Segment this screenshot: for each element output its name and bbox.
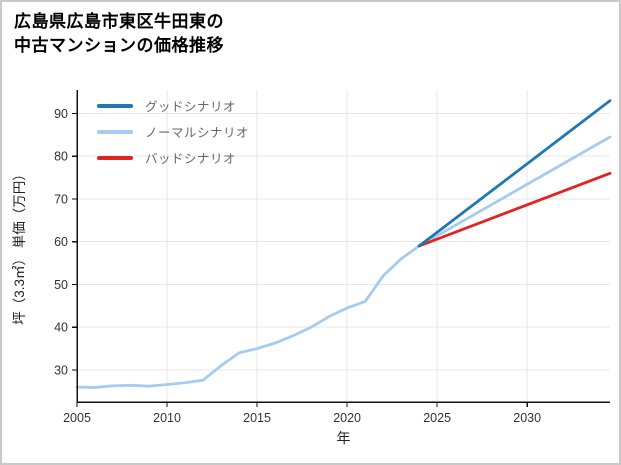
y-axis-label: 坪（3.3㎡） 単価（万円） — [12, 167, 27, 325]
legend-item-good-scenario: グッドシナリオ — [97, 97, 249, 114]
x-axis-label: 年 — [337, 430, 351, 446]
legend-label-normal-scenario: ノーマルシナリオ — [145, 126, 250, 140]
chart-title: 広島県広島市東区牛田東の 中古マンションの価格推移 — [14, 10, 224, 58]
x-tick-label: 2030 — [513, 411, 541, 425]
y-tick-label: 70 — [54, 192, 68, 206]
legend-item-normal-scenario: ノーマルシナリオ — [97, 123, 249, 140]
y-tick-label: 30 — [54, 363, 68, 377]
x-tick-label: 2025 — [423, 411, 451, 425]
x-tick-label: 2010 — [153, 411, 181, 425]
x-tick-label: 2005 — [63, 411, 91, 425]
legend-label-good-scenario: グッドシナリオ — [145, 100, 237, 114]
series-line-normal-scenario — [75, 135, 612, 389]
y-tick-label: 40 — [54, 321, 68, 335]
y-tick-label: 80 — [54, 150, 68, 164]
series-line-good-scenario — [417, 99, 612, 248]
y-tick-label: 50 — [54, 278, 68, 292]
legend: グッドシナリオ ノーマルシナリオ バッドシナリオ — [97, 97, 249, 166]
y-tick-label: 60 — [54, 235, 68, 249]
y-tick-label: 90 — [54, 107, 68, 121]
legend-item-bad-scenario: バッドシナリオ — [97, 149, 249, 166]
legend-swatch-bad-scenario — [97, 155, 133, 160]
legend-swatch-normal-scenario — [97, 129, 133, 134]
chart-title-line1: 広島県広島市東区牛田東の — [14, 12, 224, 31]
legend-swatch-good-scenario — [97, 103, 133, 108]
chart-title-line2: 中古マンションの価格推移 — [14, 35, 224, 55]
x-tick-label: 2015 — [243, 411, 271, 425]
legend-label-bad-scenario: バッドシナリオ — [145, 152, 237, 166]
series-line-bad-scenario — [417, 171, 612, 248]
x-tick-label: 2020 — [333, 411, 361, 425]
